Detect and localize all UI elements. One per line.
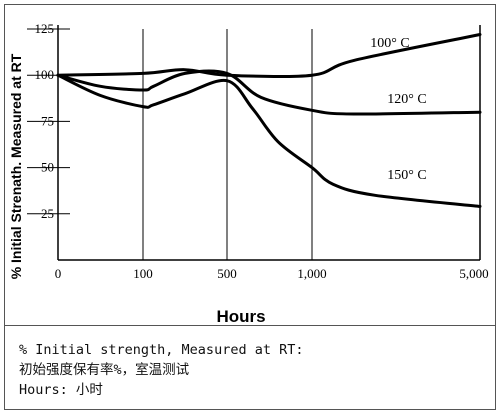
x-tick-label: 1,000 [297,266,326,281]
series-line-3 [56,73,482,208]
x-tick-label: 500 [217,266,237,281]
series-label-1: 100° C [370,36,409,51]
series-lines [56,33,482,208]
caption-line-3: Hours: 小时 [19,382,103,398]
caption-line-1: % Initial strength, Measured at RT: [19,342,304,358]
axes [57,25,481,261]
y-tick-label: 125 [35,21,55,36]
series-line-1 [56,33,482,79]
series-label-3: 150° C [387,168,426,183]
caption-box: % Initial strength, Measured at RT: 初始强度… [4,326,496,410]
y-axis-title: % Initial Strenath. Measured at RT [8,53,24,279]
series-label-2: 120° C [387,92,426,107]
chart-svg: 0 100 500 1,000 5,000 25 50 75 100 125 Hours % Init… [8,21,489,326]
grid [27,28,313,260]
x-tick-label: 100 [133,266,153,281]
labels: 0 100 500 1,000 5,000 25 50 75 100 125 Hours % Init… [8,21,489,326]
y-tick-label: 75 [41,113,54,128]
series-line-2 [56,69,482,116]
x-tick-label: 0 [55,266,62,281]
caption-line-2: 初始强度保有率%，室温测试 [19,362,190,378]
x-tick-label: 5,000 [459,266,488,281]
x-axis-title: Hours [216,307,265,326]
y-tick-label: 100 [35,67,55,82]
y-tick-label: 25 [41,206,54,221]
chart-figure: 0 100 500 1,000 5,000 25 50 75 100 125 Hours % Init… [4,4,496,326]
y-tick-label: 50 [41,160,54,175]
